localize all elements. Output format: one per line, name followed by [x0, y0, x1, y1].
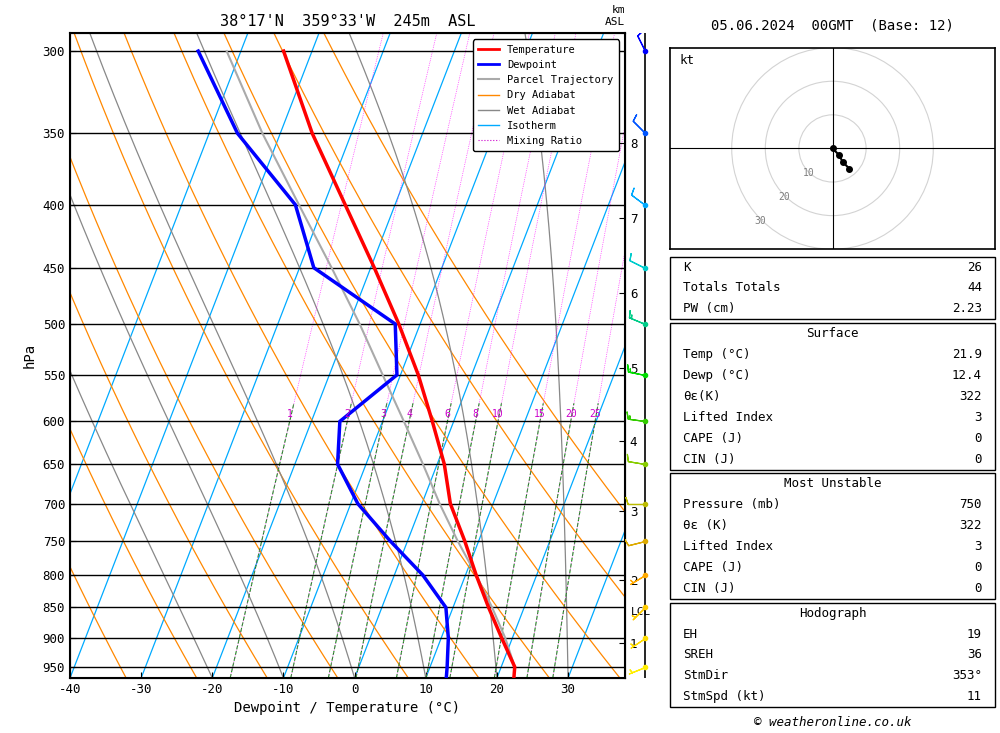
Text: SREH: SREH [683, 649, 713, 661]
Text: 322: 322 [960, 390, 982, 403]
Text: LCL: LCL [631, 608, 651, 617]
Text: Lifted Index: Lifted Index [683, 540, 773, 553]
Text: PW (cm): PW (cm) [683, 303, 736, 315]
Text: 10: 10 [802, 168, 814, 177]
Text: Pressure (mb): Pressure (mb) [683, 498, 780, 511]
Bar [670, 474, 995, 599]
Text: 2: 2 [344, 410, 350, 419]
Bar [670, 603, 995, 707]
Text: CIN (J): CIN (J) [683, 453, 736, 465]
Text: 0: 0 [974, 453, 982, 465]
Text: 1: 1 [287, 410, 293, 419]
Text: 05.06.2024  00GMT  (Base: 12): 05.06.2024 00GMT (Base: 12) [711, 18, 954, 33]
Text: Lifted Index: Lifted Index [683, 410, 773, 424]
Text: 21.9: 21.9 [952, 348, 982, 361]
Text: Most Unstable: Most Unstable [784, 477, 881, 490]
Text: 11: 11 [967, 690, 982, 704]
Text: 30: 30 [754, 216, 766, 226]
Text: 20: 20 [565, 410, 577, 419]
Text: 20: 20 [778, 192, 790, 202]
Text: Totals Totals: Totals Totals [683, 281, 780, 295]
Text: Hodograph: Hodograph [799, 607, 866, 619]
Text: 353°: 353° [952, 669, 982, 682]
Text: 6: 6 [444, 410, 450, 419]
Text: 0: 0 [974, 432, 982, 445]
Text: 15: 15 [534, 410, 546, 419]
Legend: Temperature, Dewpoint, Parcel Trajectory, Dry Adiabat, Wet Adiabat, Isotherm, Mi: Temperature, Dewpoint, Parcel Trajectory… [473, 40, 619, 151]
Text: CAPE (J): CAPE (J) [683, 432, 743, 445]
Title: 38°17'N  359°33'W  245m  ASL: 38°17'N 359°33'W 245m ASL [220, 14, 475, 29]
Text: θε (K): θε (K) [683, 519, 728, 532]
Text: Temp (°C): Temp (°C) [683, 348, 750, 361]
Text: CAPE (J): CAPE (J) [683, 561, 743, 574]
Text: 0: 0 [974, 582, 982, 595]
X-axis label: Dewpoint / Temperature (°C): Dewpoint / Temperature (°C) [234, 701, 461, 715]
Text: kt: kt [680, 54, 695, 67]
Text: 10: 10 [492, 410, 504, 419]
Text: 8: 8 [473, 410, 479, 419]
Text: 3: 3 [974, 410, 982, 424]
Text: 0: 0 [974, 561, 982, 574]
Text: 2.23: 2.23 [952, 303, 982, 315]
Text: 4: 4 [406, 410, 412, 419]
Text: 750: 750 [960, 498, 982, 511]
Text: CIN (J): CIN (J) [683, 582, 736, 595]
Text: 26: 26 [967, 260, 982, 273]
Text: K: K [683, 260, 690, 273]
Text: Surface: Surface [806, 327, 859, 340]
Bar [670, 323, 995, 470]
Text: 3: 3 [380, 410, 386, 419]
Text: © weatheronline.co.uk: © weatheronline.co.uk [754, 715, 911, 729]
Text: 12.4: 12.4 [952, 369, 982, 382]
Text: 322: 322 [960, 519, 982, 532]
Text: θε(K): θε(K) [683, 390, 720, 403]
Text: EH: EH [683, 627, 698, 641]
Text: StmSpd (kt): StmSpd (kt) [683, 690, 766, 704]
Text: 36: 36 [967, 649, 982, 661]
Text: 3: 3 [974, 540, 982, 553]
Bar [670, 257, 995, 320]
Text: Dewp (°C): Dewp (°C) [683, 369, 750, 382]
Text: StmDir: StmDir [683, 669, 728, 682]
Text: 19: 19 [967, 627, 982, 641]
Text: 44: 44 [967, 281, 982, 295]
Text: 25: 25 [589, 410, 601, 419]
Y-axis label: hPa: hPa [23, 343, 37, 368]
Text: km
ASL: km ASL [605, 5, 625, 26]
